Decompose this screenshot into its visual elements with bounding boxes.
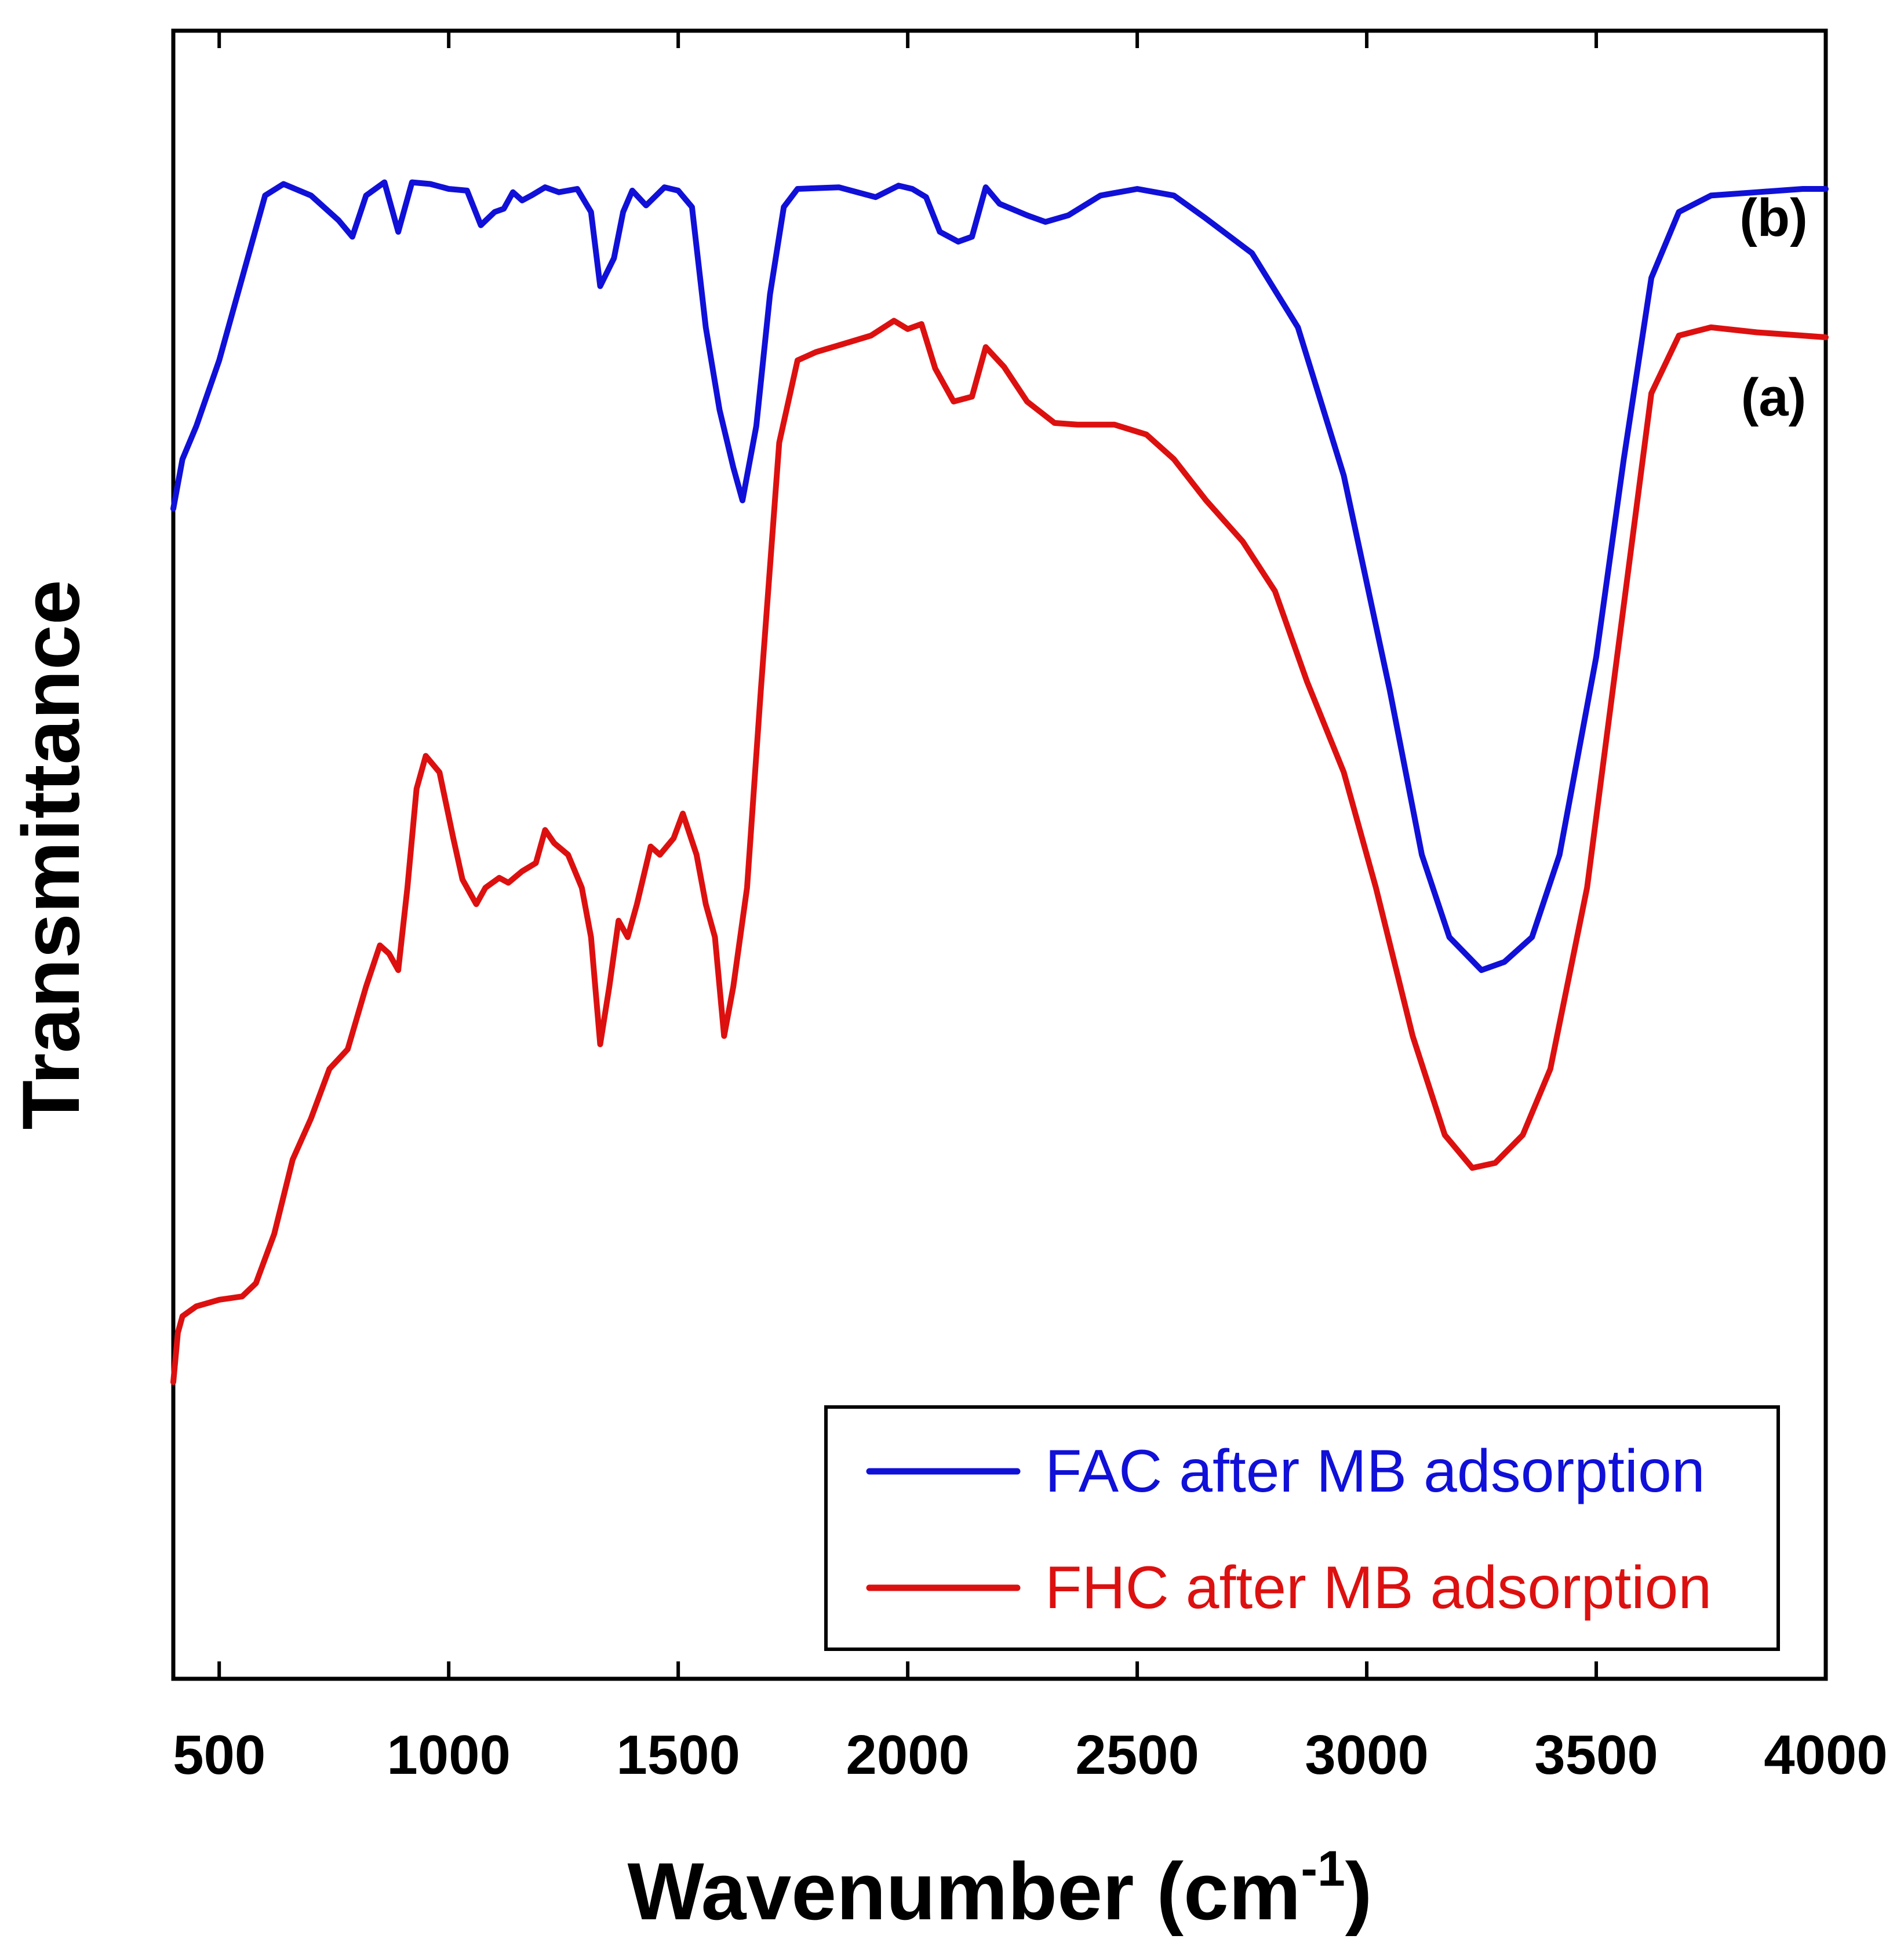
x-axis-title: Wavenumber (cm-1): [628, 1841, 1373, 1937]
plot-frame: [171, 28, 1828, 1681]
x-tick-label-1500: 1500: [616, 1724, 740, 1786]
series-line-fhc: [170, 318, 1829, 1386]
legend-box: [824, 1405, 1780, 1651]
curve-label-b: (b): [1739, 188, 1807, 247]
x-axis-tick-labels: 500 1000 1500 2000 2500 3000 3500 4000: [173, 1724, 1888, 1786]
x-tick-label-1000: 1000: [387, 1724, 511, 1786]
curve-label-a: (a): [1741, 368, 1806, 427]
spectra: [170, 179, 1829, 1386]
legend-label-fhc: FHC after MB adsorption: [1045, 1554, 1712, 1621]
x-axis-title-main: Wavenumber (cm: [628, 1846, 1301, 1937]
legend: FAC after MB adsorption FHC after MB ads…: [824, 1405, 1780, 1651]
legend-label-fac: FAC after MB adsorption: [1045, 1438, 1705, 1505]
x-tick-label-4000: 4000: [1764, 1724, 1888, 1786]
x-tick-label-3000: 3000: [1305, 1724, 1429, 1786]
x-tick-label-3500: 3500: [1534, 1724, 1658, 1786]
x-tick-label-500: 500: [173, 1724, 265, 1786]
x-axis-title-superscript: -1: [1301, 1841, 1345, 1897]
x-tick-label-2500: 2500: [1075, 1724, 1199, 1786]
x-axis-ticks: [217, 31, 1827, 1679]
y-axis-title: Transmittance: [5, 579, 96, 1129]
series-line-fac: [170, 179, 1829, 974]
x-axis-title-close: ): [1345, 1846, 1373, 1937]
x-tick-label-2000: 2000: [846, 1724, 970, 1786]
